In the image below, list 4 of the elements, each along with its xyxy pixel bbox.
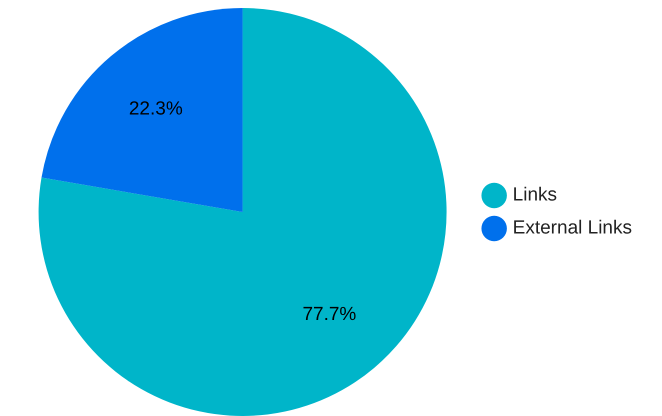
legend-label: Links (512, 184, 558, 206)
legend-label: External Links (512, 218, 632, 239)
data-label: 22.3% (128, 98, 183, 120)
data-label: 77.7% (302, 304, 356, 326)
